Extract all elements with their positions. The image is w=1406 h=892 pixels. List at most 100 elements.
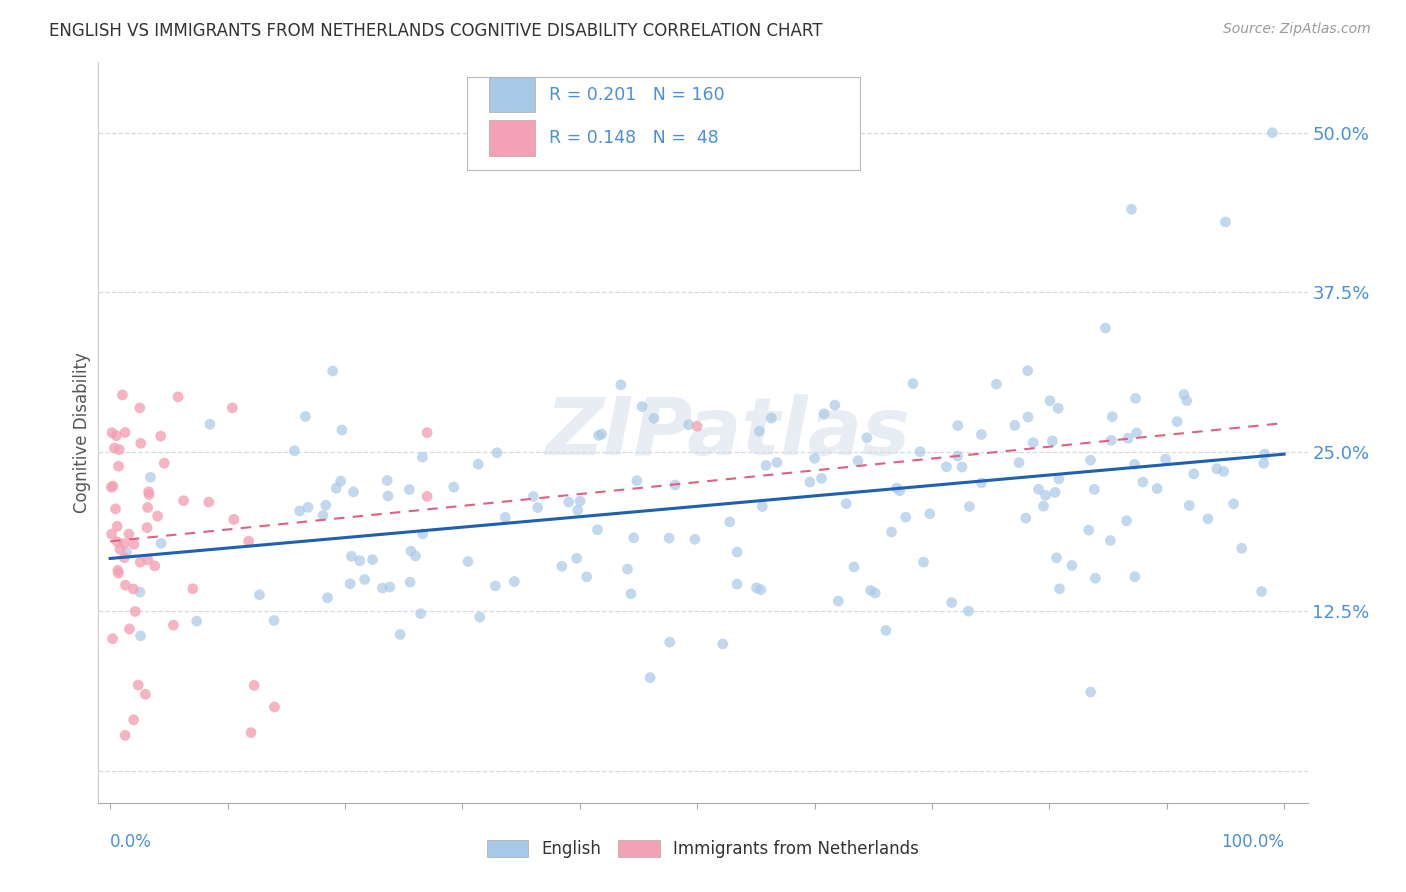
Point [946, 449, 969, 463]
Point [101, 632, 124, 646]
Point [610, 377, 633, 392]
Point [162, 618, 184, 632]
Text: ZIPatlas: ZIPatlas [544, 393, 910, 472]
Point [799, 475, 821, 489]
Point [124, 605, 146, 619]
Point [112, 550, 135, 565]
Point [143, 558, 166, 573]
Point [399, 544, 422, 558]
Point [129, 555, 152, 569]
Point [859, 583, 882, 598]
Point [1047, 472, 1070, 486]
Point [1205, 461, 1227, 475]
Point [1230, 541, 1253, 556]
Point [946, 418, 969, 433]
Point [755, 458, 778, 473]
Point [557, 495, 579, 509]
Point [405, 549, 427, 563]
Point [100, 527, 122, 541]
Point [908, 444, 931, 458]
Point [361, 552, 384, 566]
Point [749, 582, 772, 597]
Point [751, 500, 773, 514]
Point [711, 637, 734, 651]
Point [494, 510, 516, 524]
Text: 0.0%: 0.0% [110, 833, 152, 851]
Text: ENGLISH VS IMMIGRANTS FROM NETHERLANDS COGNITIVE DISABILITY CORRELATION CHART: ENGLISH VS IMMIGRANTS FROM NETHERLANDS C… [49, 22, 823, 40]
Point [221, 401, 243, 415]
Point [1080, 453, 1102, 467]
Point [1250, 584, 1272, 599]
Point [1022, 435, 1045, 450]
Point [813, 407, 835, 421]
Point [565, 551, 588, 566]
Point [378, 580, 401, 594]
Point [107, 459, 129, 474]
Point [107, 566, 129, 580]
Point [315, 498, 337, 512]
Point [153, 456, 176, 470]
Y-axis label: Cognitive Disability: Cognitive Disability [73, 352, 91, 513]
Point [486, 446, 509, 460]
Point [288, 504, 311, 518]
Point [484, 579, 506, 593]
Point [127, 678, 149, 692]
Point [745, 581, 768, 595]
Point [846, 454, 869, 468]
Point [863, 586, 886, 600]
Point [1116, 431, 1139, 445]
Point [457, 555, 479, 569]
Point [1215, 215, 1237, 229]
Point [294, 409, 316, 424]
Point [342, 484, 364, 499]
Point [616, 562, 638, 576]
Point [1043, 485, 1066, 500]
Point [243, 678, 266, 692]
Point [1253, 456, 1275, 470]
Point [222, 512, 245, 526]
Point [1121, 202, 1143, 217]
Point [111, 388, 134, 402]
Point [658, 635, 681, 649]
Point [1049, 582, 1071, 596]
Point [683, 533, 706, 547]
Point [880, 524, 903, 539]
Point [118, 622, 141, 636]
Point [322, 364, 344, 378]
Point [375, 474, 398, 488]
Point [312, 508, 335, 523]
Point [283, 443, 305, 458]
Point [567, 503, 589, 517]
Text: R = 0.148   N =  48: R = 0.148 N = 48 [550, 129, 720, 147]
Point [240, 725, 263, 739]
Point [889, 483, 911, 498]
Point [138, 484, 160, 499]
Point [389, 627, 412, 641]
Point [1015, 511, 1038, 525]
Point [1175, 393, 1198, 408]
Text: R = 0.201   N = 160: R = 0.201 N = 160 [550, 86, 725, 103]
Point [108, 542, 131, 557]
Point [103, 441, 125, 455]
Point [551, 559, 574, 574]
Point [112, 536, 135, 550]
Point [146, 509, 169, 524]
Point [1099, 533, 1122, 548]
Point [122, 713, 145, 727]
Point [114, 425, 136, 440]
FancyBboxPatch shape [467, 78, 860, 169]
Point [316, 591, 339, 605]
Point [371, 581, 394, 595]
Point [748, 424, 770, 438]
Point [105, 428, 128, 442]
Point [1004, 418, 1026, 433]
Point [101, 425, 124, 440]
Point [1254, 447, 1277, 461]
Point [856, 431, 879, 445]
Point [1178, 499, 1201, 513]
Point [1101, 409, 1123, 424]
Point [725, 545, 748, 559]
Point [167, 390, 190, 404]
Point [468, 610, 491, 624]
Point [1077, 523, 1099, 537]
